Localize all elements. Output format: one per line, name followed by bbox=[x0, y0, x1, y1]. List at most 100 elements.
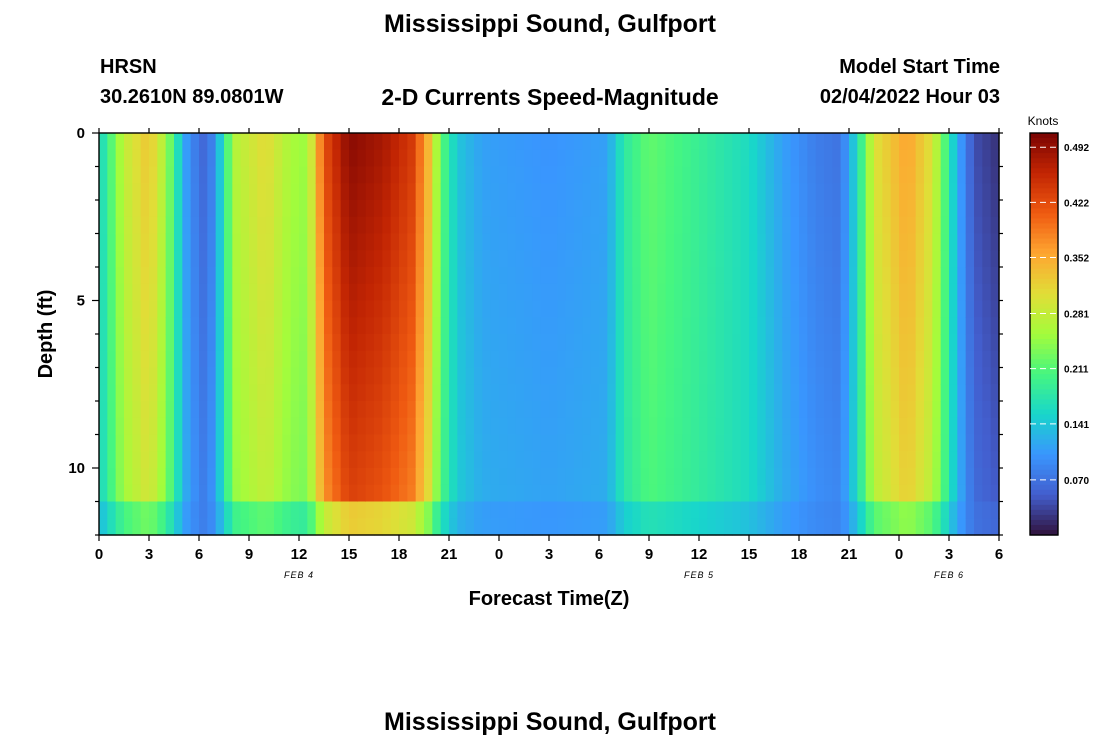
heatmap-cell bbox=[807, 216, 817, 235]
colorbar-swatch bbox=[1030, 334, 1058, 340]
heatmap-cell bbox=[949, 518, 958, 536]
heatmap-cell bbox=[882, 367, 892, 385]
colorbar-swatch bbox=[1030, 258, 1058, 265]
heatmap-cell bbox=[924, 166, 933, 184]
heatmap-cell bbox=[749, 468, 758, 486]
heatmap-cell bbox=[649, 200, 658, 218]
heatmap-cell bbox=[949, 267, 958, 285]
heatmap-cell bbox=[357, 434, 367, 452]
heatmap-cell bbox=[340, 133, 350, 151]
heatmap-cell bbox=[232, 417, 242, 436]
colorbar-label: Knots bbox=[1028, 114, 1059, 128]
heatmap-cell bbox=[315, 518, 325, 536]
heatmap-cell bbox=[574, 250, 583, 268]
heatmap-cell bbox=[165, 200, 175, 218]
heatmap-cell bbox=[107, 300, 117, 318]
heatmap-cell bbox=[432, 267, 442, 285]
heatmap-cell bbox=[882, 334, 892, 352]
heatmap-cell bbox=[915, 283, 925, 302]
heatmap-cell bbox=[232, 434, 242, 452]
heatmap-cell bbox=[99, 384, 108, 402]
heatmap-cell bbox=[865, 334, 875, 352]
heatmap-cell bbox=[432, 183, 442, 201]
heatmap-cell bbox=[424, 501, 433, 519]
heatmap-cell bbox=[257, 334, 267, 352]
colorbar-swatch bbox=[1030, 173, 1058, 179]
heatmap-cell bbox=[182, 518, 192, 536]
heatmap-cell bbox=[507, 200, 517, 218]
heatmap-cell bbox=[99, 334, 108, 352]
heatmap-cell bbox=[565, 317, 575, 335]
heatmap-cell bbox=[790, 216, 800, 235]
heatmap-cell bbox=[707, 384, 717, 402]
heatmap-cell bbox=[924, 216, 933, 235]
heatmap-cell bbox=[924, 250, 933, 268]
heatmap-cell bbox=[315, 216, 325, 235]
colorbar-swatch bbox=[1030, 203, 1058, 209]
heatmap-cell bbox=[307, 133, 317, 151]
heatmap-cell bbox=[824, 267, 833, 285]
heatmap-cell bbox=[782, 518, 792, 536]
colorbar-swatch bbox=[1030, 384, 1058, 390]
heatmap-cell bbox=[174, 183, 183, 201]
heatmap-cell bbox=[282, 300, 292, 318]
heatmap-cell bbox=[182, 501, 192, 519]
heatmap-cell bbox=[890, 183, 900, 201]
heatmap-cell bbox=[874, 233, 883, 251]
heatmap-cell bbox=[615, 149, 625, 168]
heatmap-cell bbox=[765, 401, 775, 419]
heatmap-cell bbox=[957, 334, 967, 352]
heatmap-cell bbox=[849, 451, 858, 469]
heatmap-cell bbox=[774, 267, 783, 285]
heatmap-cell bbox=[765, 350, 775, 369]
colorbar-swatch bbox=[1030, 183, 1058, 189]
heatmap-cell bbox=[374, 267, 383, 285]
heatmap-cell bbox=[615, 350, 625, 369]
heatmap-cell bbox=[149, 233, 158, 251]
heatmap-cell bbox=[857, 518, 867, 536]
heatmap-cell bbox=[115, 484, 125, 503]
heatmap-cell bbox=[715, 501, 725, 519]
heatmap-cell bbox=[240, 283, 250, 302]
heatmap-cell bbox=[207, 283, 217, 302]
heatmap-cell bbox=[974, 149, 983, 168]
heatmap-cell bbox=[449, 317, 458, 335]
heatmap-cell bbox=[624, 434, 633, 452]
heatmap-cell bbox=[457, 468, 467, 486]
heatmap-cell bbox=[824, 317, 833, 335]
heatmap-cell bbox=[724, 384, 733, 402]
heatmap-cell bbox=[732, 166, 742, 184]
heatmap-cell bbox=[465, 384, 475, 402]
heatmap-cell bbox=[424, 350, 433, 369]
heatmap-cell bbox=[799, 417, 808, 436]
heatmap-cell bbox=[465, 149, 475, 168]
heatmap-cell bbox=[674, 484, 683, 503]
heatmap-cell bbox=[190, 183, 200, 201]
colorbar-swatch bbox=[1030, 359, 1058, 365]
heatmap-cell bbox=[932, 451, 942, 469]
heatmap-cell bbox=[507, 468, 517, 486]
heatmap-cell bbox=[440, 501, 450, 519]
heatmap-cell bbox=[282, 417, 292, 436]
heatmap-cell bbox=[349, 417, 358, 436]
heatmap-cell bbox=[515, 200, 525, 218]
heatmap-cell bbox=[490, 468, 500, 486]
heatmap-cell bbox=[107, 250, 117, 268]
y-tick-label: 0 bbox=[77, 125, 85, 142]
heatmap-cell bbox=[824, 149, 833, 168]
heatmap-cell bbox=[782, 283, 792, 302]
heatmap-cell bbox=[765, 216, 775, 235]
heatmap-cell bbox=[274, 350, 283, 369]
heatmap-cell bbox=[615, 401, 625, 419]
heatmap-cell bbox=[932, 149, 942, 168]
heatmap-cell bbox=[674, 133, 683, 151]
colorbar-swatch bbox=[1030, 374, 1058, 380]
heatmap-cell bbox=[840, 317, 850, 335]
heatmap-cell bbox=[749, 434, 758, 452]
heatmap-cell bbox=[590, 317, 600, 335]
heatmap-cell bbox=[765, 149, 775, 168]
heatmap-cell bbox=[857, 367, 867, 385]
heatmap-cell bbox=[390, 484, 400, 503]
heatmap-cell bbox=[740, 367, 750, 385]
heatmap-cell bbox=[107, 417, 117, 436]
